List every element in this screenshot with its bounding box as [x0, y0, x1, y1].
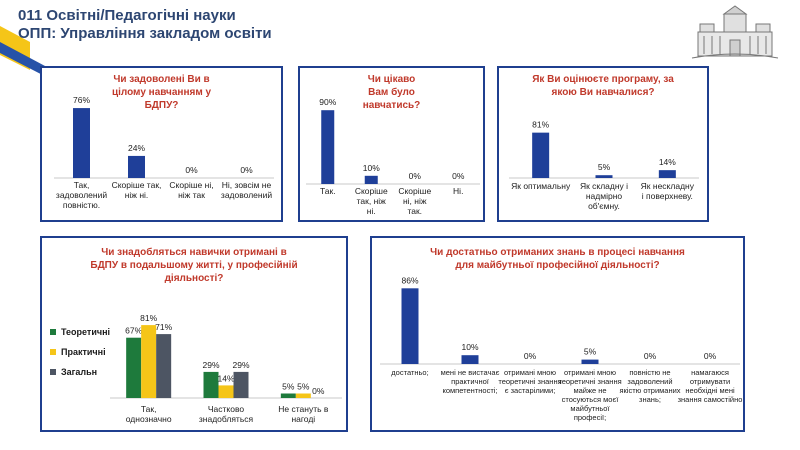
bar	[128, 155, 145, 178]
legend-label: Теоретичні	[61, 327, 111, 337]
category-label: намагаюся отримувати необхідні мені знання …	[678, 368, 743, 404]
data-label: 0%	[240, 165, 253, 175]
data-label: 76%	[73, 95, 90, 105]
data-label: 5%	[584, 347, 597, 357]
chart-title: Чи достатньо отриманих знань в процесі н…	[430, 247, 685, 271]
legend-label: Загальн	[61, 367, 98, 377]
data-label: 0%	[312, 386, 325, 396]
data-label: 0%	[185, 165, 198, 175]
category-label: Як нескладну і поверхневу.	[641, 181, 695, 201]
chart-title: Чи задоволені Ви в цілому навчанням у БД…	[111, 74, 212, 111]
data-label: 0%	[704, 351, 717, 361]
data-label: 14%	[659, 157, 676, 167]
category-label: Так, однозначно	[126, 404, 172, 424]
chart-panel-skills: Чи знадобляться навички отримані в БДПУ …	[40, 236, 348, 432]
data-label: 67%	[125, 326, 142, 336]
category-label: Так, задоволений повністю.	[56, 180, 107, 210]
data-label: 90%	[319, 97, 336, 107]
bar	[658, 170, 676, 178]
data-label: 5%	[297, 382, 310, 392]
bar	[141, 325, 157, 398]
category-label: повністю не задоволений якістю отриманих зн…	[619, 368, 680, 404]
data-label: 81%	[532, 120, 549, 130]
data-label: 14%	[217, 373, 234, 383]
chart-title: Чи цікаво Вам було навчатись?	[362, 74, 421, 111]
page-title: 011 Освітні/Педагогічні науки	[18, 7, 236, 24]
category-label: Скоріше ні, ніж так	[169, 180, 213, 200]
category-label: Як складну і надмірно об'ємну.	[580, 181, 628, 211]
bar	[280, 393, 296, 398]
bar	[581, 359, 599, 364]
chart-panel-interest: Чи цікаво Вам було навчатись? 90% Так. 10%…	[298, 66, 485, 222]
chart-skills: 67% 81%71% Так, однозначно 29% 14% 29% Частково…	[110, 313, 342, 424]
legend-item: Теоретичні	[50, 322, 110, 342]
chart-interest: 90% Так. 10% Скоріше так, ніж ні. 0% Скоріше ні,…	[306, 97, 480, 216]
category-label: отримані мною теоретичні знання майже не ст…	[558, 368, 621, 422]
chart-panel-knowledge: Чи достатньо отриманих знань в процесі н…	[370, 236, 745, 432]
legend-item: Практичні	[50, 342, 110, 362]
category-label: достатньо;	[391, 368, 428, 377]
chart-title: Як Ви оцінюєте програму, за якою Ви навч…	[532, 74, 674, 98]
chart-panel-program: Як Ви оцінюєте програму, за якою Ви навч…	[497, 66, 709, 222]
data-label: 0%	[524, 351, 537, 361]
bar	[73, 108, 90, 178]
bar	[461, 355, 479, 364]
bar	[295, 393, 311, 398]
category-label: Скоріше так, ніж ні.	[355, 186, 388, 216]
category-label: Скоріше ні, ніж так.	[398, 186, 431, 216]
chart-legend: Теоретичні Практичні Загальн	[50, 322, 110, 382]
page-subtitle: ОПП: Управління закладом освіти	[18, 25, 272, 42]
bar	[364, 175, 378, 184]
chart-panel-satisfaction: Чи задоволені Ви в цілому навчанням у БД…	[40, 66, 283, 222]
chart-knowledge: 86% достатньо; 10% мені не вистачає практичн…	[380, 275, 743, 422]
category-label: Частково знадобляться	[199, 404, 254, 424]
bar	[233, 371, 249, 398]
legend-swatch	[50, 369, 56, 375]
data-label: 5%	[282, 382, 295, 392]
legend-item: Загальн	[50, 362, 110, 382]
category-label: Так.	[320, 186, 336, 196]
legend-swatch	[50, 349, 56, 355]
legend-swatch	[50, 329, 56, 335]
data-label: 71%	[155, 322, 172, 332]
university-building-icon	[691, 5, 779, 59]
category-label: Не стануть в нагоді	[278, 404, 329, 424]
data-label: 0%	[452, 171, 465, 181]
data-label: 29%	[202, 360, 219, 370]
data-label: 81%	[140, 313, 157, 323]
category-label: мені не вистачає практичної компетентності…	[441, 368, 500, 395]
data-label: 5%	[598, 162, 611, 172]
bar	[595, 175, 613, 178]
chart-program: 81% Як оптимальну 5% Як складну і надмірно об…	[509, 120, 699, 211]
chart-satisfaction: 76% Так, задоволений повністю. 24% Скоріше та…	[54, 95, 274, 210]
category-label: Ні.	[453, 186, 463, 196]
bar	[126, 337, 142, 398]
data-label: 29%	[232, 360, 249, 370]
category-label: Як оптимальну	[511, 181, 571, 191]
category-label: отримані мною теоретичні знання є застаріл…	[498, 368, 561, 395]
bar	[218, 385, 234, 398]
data-label: 10%	[461, 342, 478, 352]
bar	[401, 288, 419, 364]
data-label: 10%	[363, 163, 380, 173]
bar	[203, 371, 219, 398]
data-label: 0%	[409, 171, 422, 181]
bar	[156, 334, 172, 398]
data-label: 86%	[401, 275, 418, 285]
bar	[321, 110, 335, 184]
legend-label: Практичні	[61, 347, 106, 357]
category-label: Ні, зовсім не задоволений	[221, 180, 272, 200]
category-label: Скоріше так, ніж ні.	[112, 180, 162, 200]
data-label: 24%	[128, 143, 145, 153]
bar	[532, 132, 550, 178]
data-label: 0%	[644, 351, 657, 361]
chart-title: Чи знадобляться навички отримані в БДПУ …	[90, 247, 298, 284]
